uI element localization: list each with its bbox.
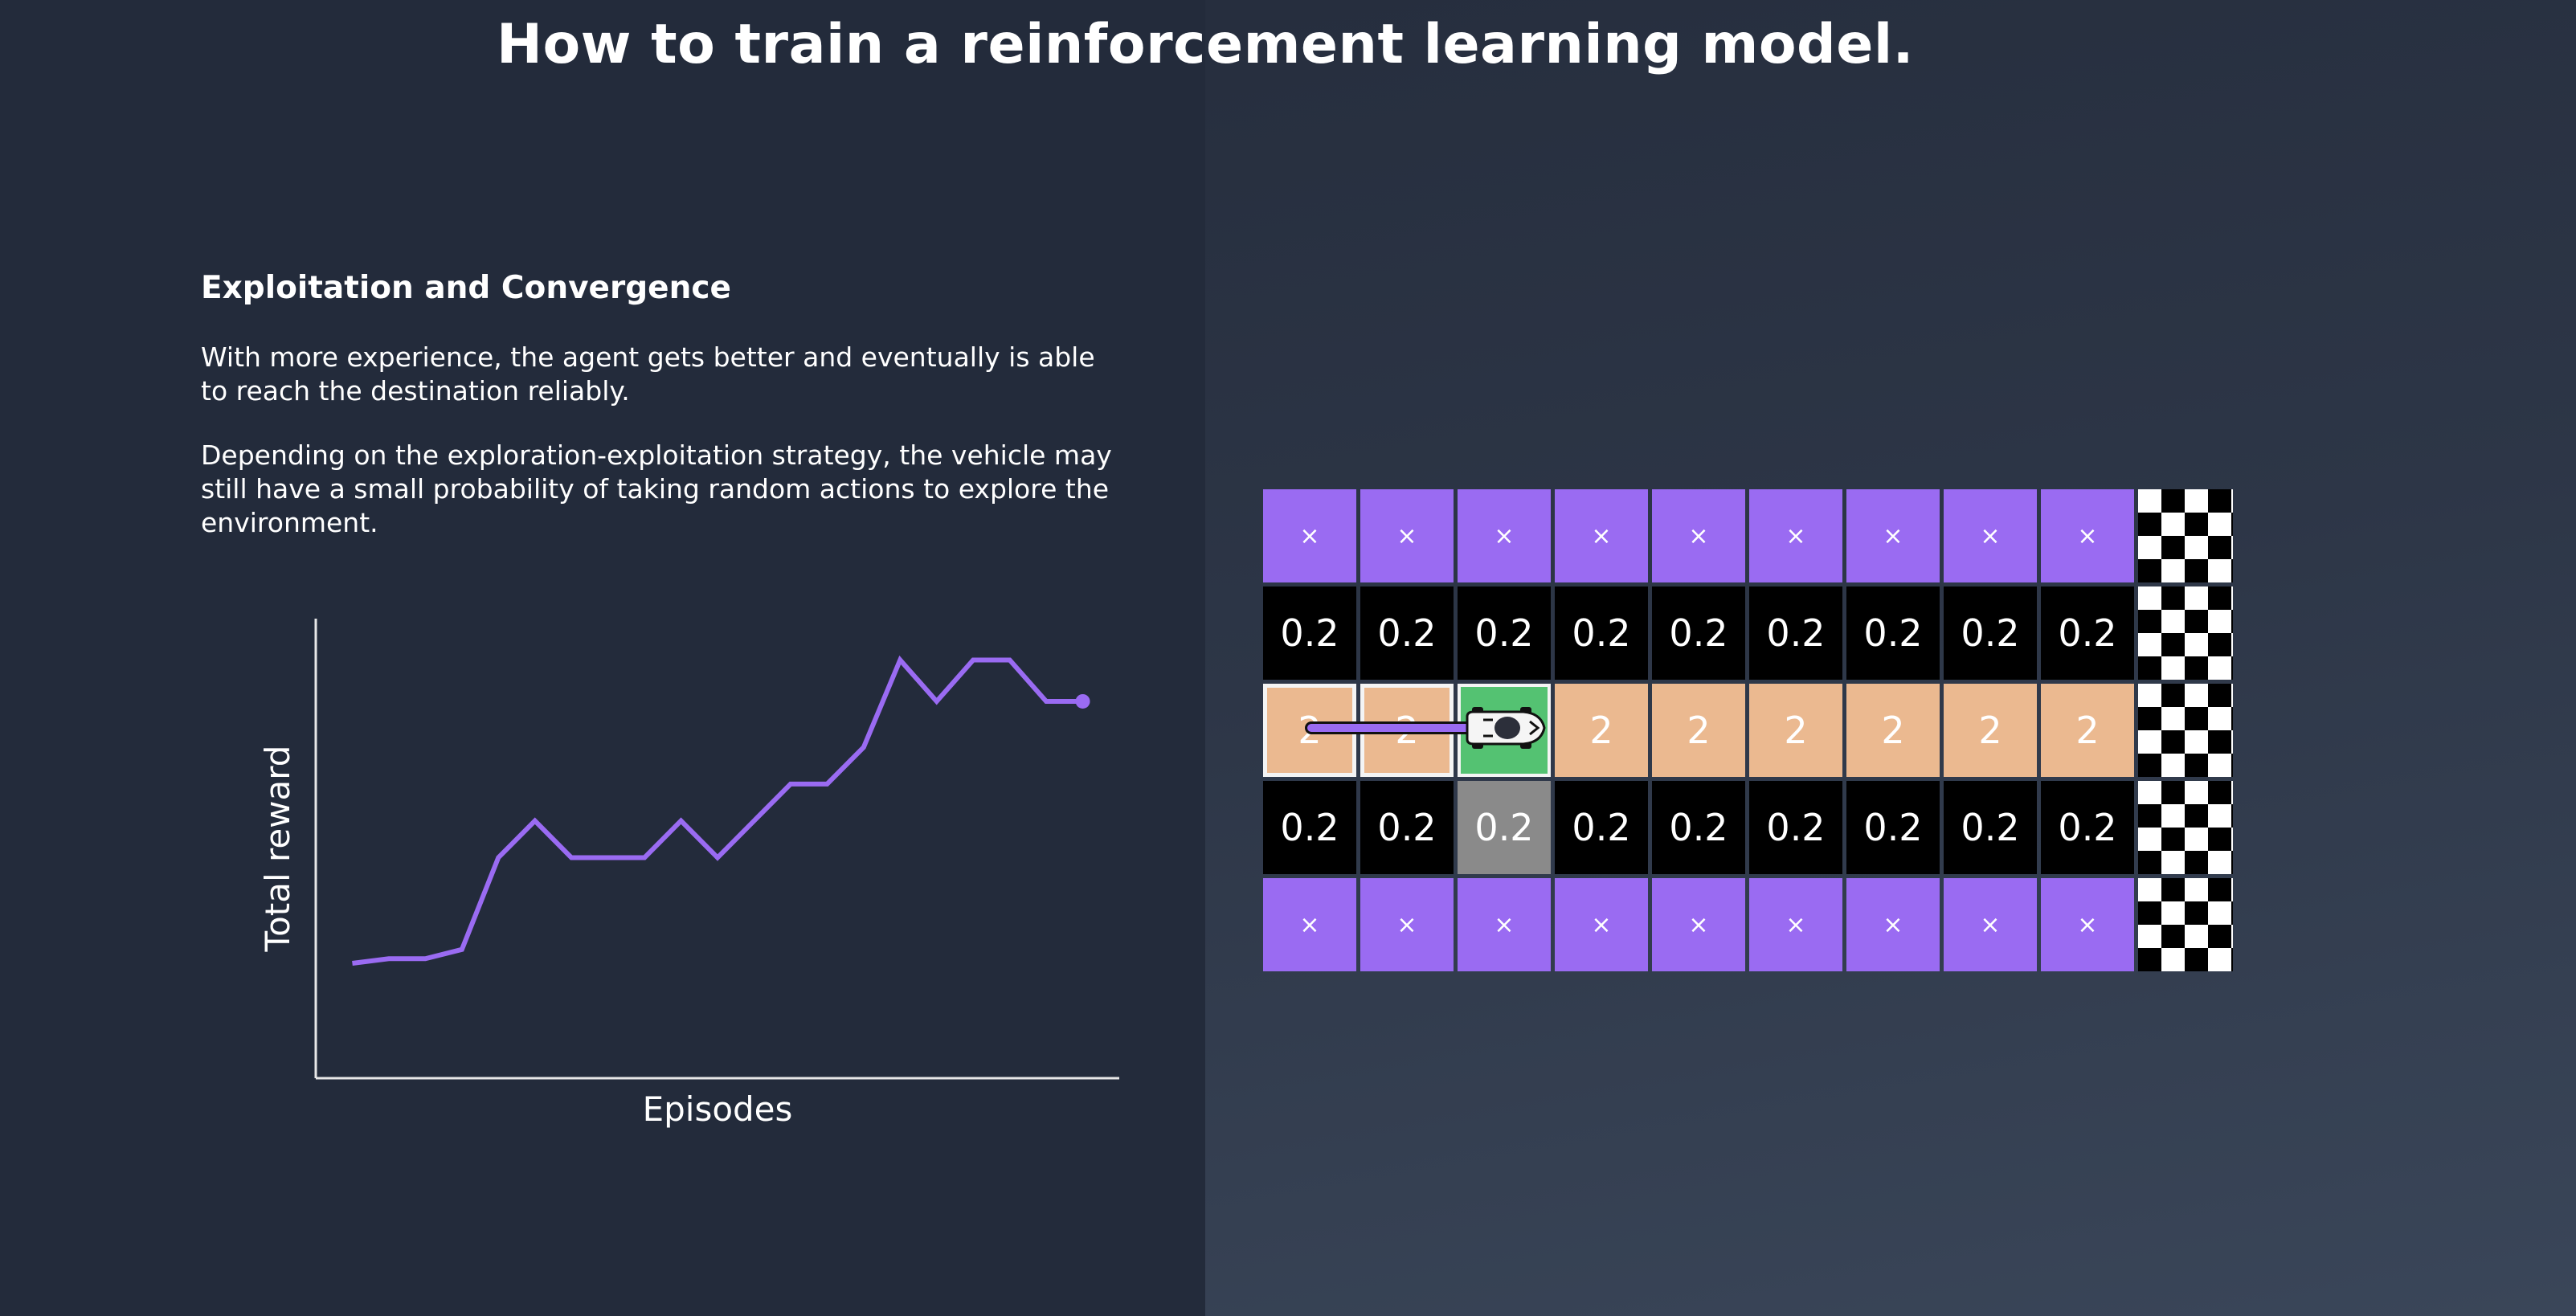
right-panel <box>1205 0 2576 1316</box>
x-axis-label: Episodes <box>643 1089 793 1129</box>
section-heading: Exploitation and Convergence <box>201 270 731 306</box>
series-end-point <box>1075 693 1090 709</box>
y-axis-label: Total reward <box>258 746 297 953</box>
reward-series-line <box>352 655 1083 966</box>
description-paragraph-1: With more experience, the agent gets bet… <box>201 341 1095 407</box>
reward-chart: Episodes Total reward <box>258 619 1119 1129</box>
page-title: How to train a reinforcement learning mo… <box>497 13 1914 76</box>
description-paragraph-2: Depending on the exploration-exploitatio… <box>201 439 1112 538</box>
